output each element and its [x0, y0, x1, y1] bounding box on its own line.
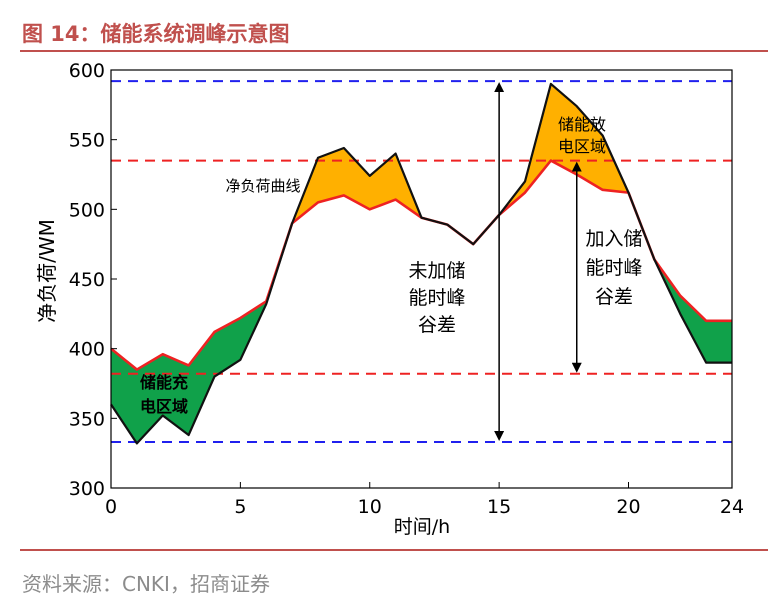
series-line-net-load: [110, 82, 732, 445]
charge-area-morning: [111, 223, 293, 444]
y-tick-label: 600: [69, 60, 105, 82]
without-storage-label-line1: 未加储: [408, 260, 465, 282]
with-storage-label-line3: 谷差: [595, 286, 633, 308]
y-tick-label: 500: [69, 199, 105, 221]
with-storage-label-line1: 加入储: [585, 228, 642, 250]
top-rule: [20, 50, 768, 52]
discharge-label-line1: 储能放: [558, 115, 606, 134]
discharge-area-midday: [292, 148, 448, 225]
with-storage-label-line2: 能时峰: [585, 257, 642, 279]
x-tick-label: 20: [616, 496, 640, 518]
without-storage-label-line2: 能时峰: [408, 287, 465, 309]
x-tick-label: 5: [234, 496, 246, 518]
x-axis-label: 时间/h: [394, 516, 450, 538]
source-note: 资料来源：CNKI，招商证券: [22, 572, 270, 596]
y-tick-label: 300: [69, 478, 105, 500]
y-tick-label: 400: [69, 339, 105, 361]
x-tick-label: 15: [487, 496, 511, 518]
y-tick-label: 450: [69, 269, 105, 291]
discharge-label-line2: 电区域: [558, 137, 606, 156]
y-tick-label: 550: [69, 130, 105, 152]
range-arrows: [494, 82, 582, 442]
x-tick-label: 0: [105, 496, 117, 518]
x-tick-label: 24: [720, 496, 744, 518]
axis-ticks: 0 5 10 15 20 24 300 350 400 450 500 550 600: [69, 60, 744, 518]
bottom-rule: [20, 549, 768, 551]
without-storage-label-line3: 谷差: [418, 314, 456, 336]
series-lines: [110, 82, 732, 445]
figure-title: 图 14：储能系统调峰示意图: [22, 22, 290, 46]
y-axis-label: 净负荷/WM: [35, 219, 59, 323]
net-load-label: 净负荷曲线: [225, 177, 300, 195]
charge-label-line2: 电区域: [140, 397, 188, 416]
charge-label-line1: 储能充: [139, 373, 188, 392]
y-tick-label: 350: [69, 408, 105, 430]
x-tick-label: 10: [358, 496, 382, 518]
charge-area-night: [654, 259, 732, 363]
reference-lines: [111, 80, 732, 444]
